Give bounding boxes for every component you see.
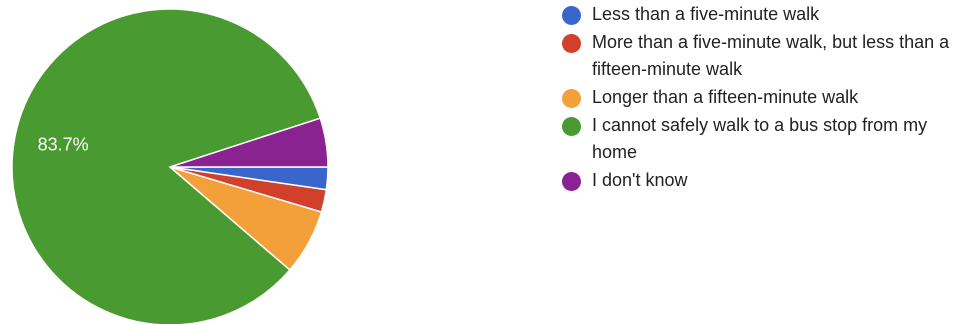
legend-item-longer-than-fifteen-minutes: Longer than a fifteen-minute walk xyxy=(562,87,957,111)
legend-swatch xyxy=(562,89,581,108)
legend-swatch xyxy=(562,34,581,53)
legend-item-cannot-walk-safely: I cannot safely walk to a bus stop from … xyxy=(562,115,957,166)
legend-label: I don't know xyxy=(592,170,688,190)
legend-swatch xyxy=(562,117,581,136)
legend-swatch xyxy=(562,6,581,25)
legend-label: More than a five-minute walk, but less t… xyxy=(592,32,950,79)
pie-slice xyxy=(11,8,322,324)
legend-swatch xyxy=(562,172,581,191)
legend-item-five-to-fifteen-minutes: More than a five-minute walk, but less t… xyxy=(562,32,957,83)
pie-chart: 83.7% xyxy=(11,8,329,324)
legend-label: I cannot safely walk to a bus stop from … xyxy=(592,115,928,162)
pie-slice xyxy=(169,117,329,168)
legend-label: Less than a five-minute walk xyxy=(592,4,820,24)
legend-label: Longer than a fifteen-minute walk xyxy=(592,87,859,107)
legend-item-less-than-five-minutes: Less than a five-minute walk xyxy=(562,4,957,28)
legend-item-dont-know: I don't know xyxy=(562,170,957,194)
legend: Less than a five-minute walk More than a… xyxy=(562,4,957,198)
pie-data-label: 83.7% xyxy=(38,134,89,154)
